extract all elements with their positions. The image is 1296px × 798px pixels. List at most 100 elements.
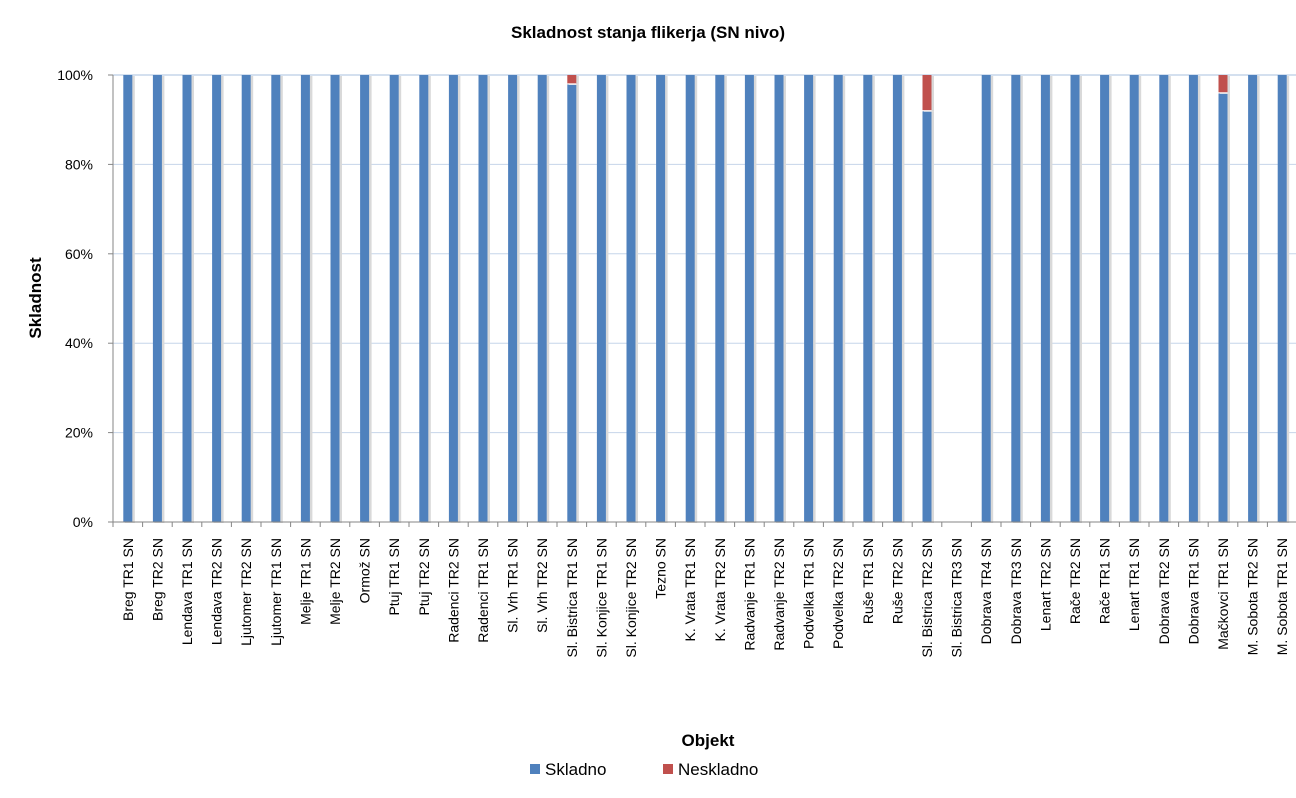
bar-skladno [804,75,814,522]
legend-swatch-skladno [530,764,540,774]
x-tick-label: Radvanje TR1 SN [741,538,757,651]
bar-skladno [774,75,784,522]
bar-skladno [241,75,251,522]
bar-skladno [271,75,281,522]
x-tick-label: Radenci TR2 SN [445,538,461,643]
bar-skladno [1011,75,1021,522]
y-tick-label: 20% [65,425,93,441]
x-tick-label: Ptuj TR1 SN [386,538,402,616]
x-tick-label: Melje TR1 SN [297,538,313,625]
bars [123,75,1290,523]
bar-skladno [537,75,547,522]
x-tick-label: Lenart TR1 SN [1126,538,1142,631]
x-tick-label: Dobrava TR2 SN [1156,538,1172,644]
bar-skladno [182,75,192,522]
chart-title: Skladnost stanja flikerja (SN nivo) [511,23,785,42]
bar-skladno [656,75,666,522]
y-tick-labels: 0% 20% 40% 60% 80% 100% [57,67,113,530]
x-tick-label: Melje TR2 SN [327,538,343,625]
x-tick-label: Dobrava TR3 SN [1008,538,1024,644]
axes [112,75,1296,527]
legend-label-skladno: Skladno [545,760,606,779]
bar-skladno [1129,75,1139,522]
x-tick-label: M. Sobota TR1 SN [1274,538,1290,655]
x-tick-label: Rače TR2 SN [1067,538,1083,624]
x-tick-label: Sl. Konjice TR1 SN [593,538,609,658]
x-tick-label: Radvanje TR2 SN [771,538,787,651]
x-tick-label: M. Sobota TR2 SN [1245,538,1261,655]
x-tick-label: Tezno SN [653,538,669,599]
x-tick-label: Radenci TR1 SN [475,538,491,643]
bar-skladno [389,75,399,522]
legend-label-neskladno: Neskladno [678,760,758,779]
x-tick-label: Ruše TR1 SN [860,538,876,624]
x-tick-label: Ruše TR2 SN [889,538,905,624]
bar-skladno [300,75,310,522]
x-tick-label: Ormož SN [357,538,373,603]
bar-skladno [567,83,577,522]
x-tick-label: Podvelka TR1 SN [801,538,817,649]
bar-neskladno [922,75,932,111]
gridlines [113,74,1296,434]
bar-skladno [212,75,222,522]
x-tick-labels: Breg TR1 SN Breg TR2 SN Lendava TR1 SN Lend… [120,538,1290,658]
x-tick-label: Podvelka TR2 SN [830,538,846,649]
bar-skladno [1100,75,1110,522]
x-tick-label: Ljutomer TR2 SN [238,538,254,646]
bar-skladno [419,75,429,522]
bar-skladno [478,75,488,522]
bar-skladno [863,75,873,522]
bar-skladno [626,75,636,522]
bar-skladno [1159,75,1169,522]
x-tick-label: K. Vrata TR2 SN [712,538,728,641]
bar-skladno [833,75,843,522]
x-tick-label: Sl. Konjice TR2 SN [623,538,639,658]
x-tick-label: Lendava TR2 SN [209,538,225,645]
x-tick-label: Sl. Bistrica TR2 SN [919,538,935,658]
x-tick-label: Sl. Bistrica TR1 SN [564,538,580,658]
x-tick-label: K. Vrata TR1 SN [682,538,698,641]
y-tick-label: 0% [73,514,93,530]
bar-skladno [1040,75,1050,522]
x-tick-label: Sl. Vrh TR2 SN [534,538,550,633]
x-tick-label: Breg TR2 SN [149,538,165,621]
bar-skladno [744,75,754,522]
bar-skladno [448,75,458,522]
x-tick-label: Breg TR1 SN [120,538,136,621]
bar-skladno [1218,92,1228,522]
y-tick-label: 80% [65,156,93,172]
bar-skladno [1248,75,1258,522]
x-tick-label: Ljutomer TR1 SN [268,538,284,646]
bar-skladno [1188,75,1198,522]
x-tick-label: Sl. Vrh TR1 SN [505,538,521,633]
x-tick-label: Dobrava TR1 SN [1185,538,1201,644]
bar-skladno [1070,75,1080,522]
x-tick-label: Lenart TR2 SN [1037,538,1053,631]
bar-skladno [715,75,725,522]
bar-neskladno [567,75,577,84]
x-tick-label: Ptuj TR2 SN [416,538,432,616]
x-tick-label: Dobrava TR4 SN [978,538,994,644]
bar-skladno [508,75,518,522]
bar-skladno [1277,75,1287,522]
bar-skladno [922,110,932,522]
legend-swatch-neskladno [663,764,673,774]
y-tick-label: 60% [65,246,93,262]
y-axis-title: Skladnost [26,257,45,339]
bar-skladno [596,75,606,522]
bar-skladno [123,75,133,522]
y-tick-label: 100% [57,67,93,83]
x-tick-label: Sl. Bistrica TR3 SN [949,538,965,658]
x-tick-label: Mačkovci TR1 SN [1215,538,1231,650]
bar-skladno [892,75,902,522]
x-axis-title: Objekt [682,731,735,750]
bar-skladno [152,75,162,522]
bar-neskladno [1218,75,1228,93]
bar-skladno [981,75,991,522]
bar-skladno [685,75,695,522]
bar-skladno [330,75,340,522]
x-tick-label: Lendava TR1 SN [179,538,195,645]
bar-skladno [360,75,370,522]
